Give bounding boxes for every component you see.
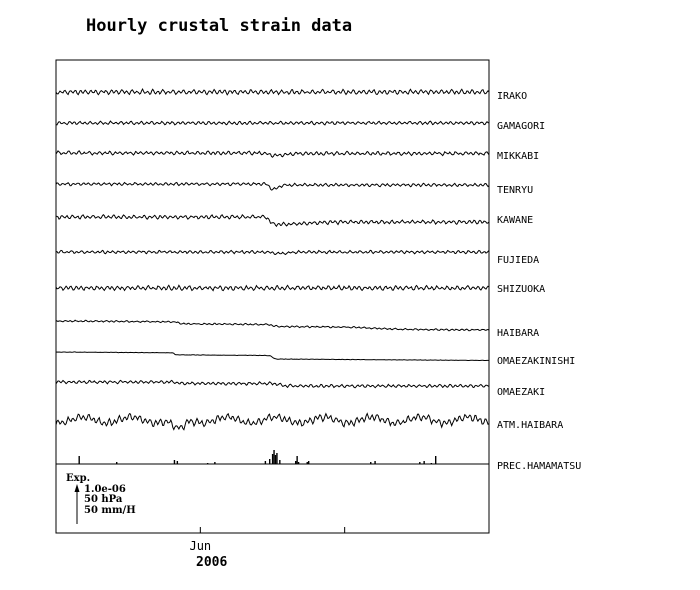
series-line (55, 412, 490, 431)
station-label: HAIBARA (497, 328, 539, 339)
scale-value-strain: 1.0e-06 (84, 484, 126, 495)
series-line (55, 120, 490, 126)
series-line (55, 249, 490, 256)
series-line (55, 319, 490, 332)
plot-frame (55, 59, 490, 534)
station-label: SHIZUOKA (497, 284, 545, 295)
series-line (55, 213, 490, 228)
precip-bar (370, 462, 372, 464)
chart-title: Hourly crustal strain data (86, 16, 352, 36)
precip-bar (294, 461, 297, 464)
precip-bar (419, 462, 421, 464)
precip-bar (176, 461, 179, 464)
precip-bar (423, 461, 425, 464)
scale-value-pressure: 50 hPa (84, 494, 123, 505)
series-line (55, 379, 490, 389)
scale-legend-label: Exp. (66, 473, 90, 484)
precip-bar (296, 456, 298, 464)
series-line (55, 150, 490, 158)
traces (55, 88, 490, 431)
precip-bar (78, 456, 80, 464)
precip-bar (374, 461, 376, 464)
station-label: TENRYU (497, 185, 533, 196)
series-line (55, 284, 490, 292)
station-label: IRAKO (497, 91, 527, 102)
station-label: OMAEZAKINISHI (497, 356, 575, 367)
precip-bar (274, 455, 277, 464)
precip-bar (273, 450, 275, 464)
precip-bar (206, 463, 209, 464)
station-label: PREC.HAMAMATSU (497, 461, 581, 472)
precip-bar (269, 459, 271, 464)
scale-legend: Exp. 1.0e-06 50 hPa 50 mm/H (66, 473, 136, 524)
series-line (55, 351, 490, 361)
scale-arrow-head (74, 484, 80, 492)
precip-bar (307, 461, 310, 464)
station-label: FUJIEDA (497, 255, 539, 266)
x-axis-ticks: Jun (55, 527, 346, 553)
station-label: KAWANE (497, 215, 533, 226)
x-tick-label: Jun (189, 539, 211, 553)
precip-bar (214, 462, 216, 464)
station-label: OMAEZAKI (497, 387, 545, 398)
precip-bar (264, 461, 267, 464)
precip-bar (430, 463, 433, 464)
series-line (55, 181, 490, 191)
precip-bar (276, 453, 278, 464)
precip-bar (297, 462, 300, 464)
station-label: MIKKABI (497, 151, 539, 162)
year-label: 2006 (196, 555, 227, 570)
precip-bar (306, 462, 308, 464)
precip-bar (271, 454, 274, 464)
precip-bars (78, 450, 437, 464)
station-label: ATM.HAIBARA (497, 420, 563, 431)
precip-bar (116, 462, 118, 464)
scale-value-precip: 50 mm/H (84, 505, 136, 516)
station-label: GAMAGORI (497, 121, 545, 132)
precip-bar (279, 460, 281, 464)
precip-bar (173, 460, 176, 464)
precip-bar (434, 456, 437, 464)
series-line (55, 88, 490, 96)
station-labels: IRAKO GAMAGORI MIKKABI TENRYU KAWANE FUJIEDA S… (497, 91, 581, 472)
